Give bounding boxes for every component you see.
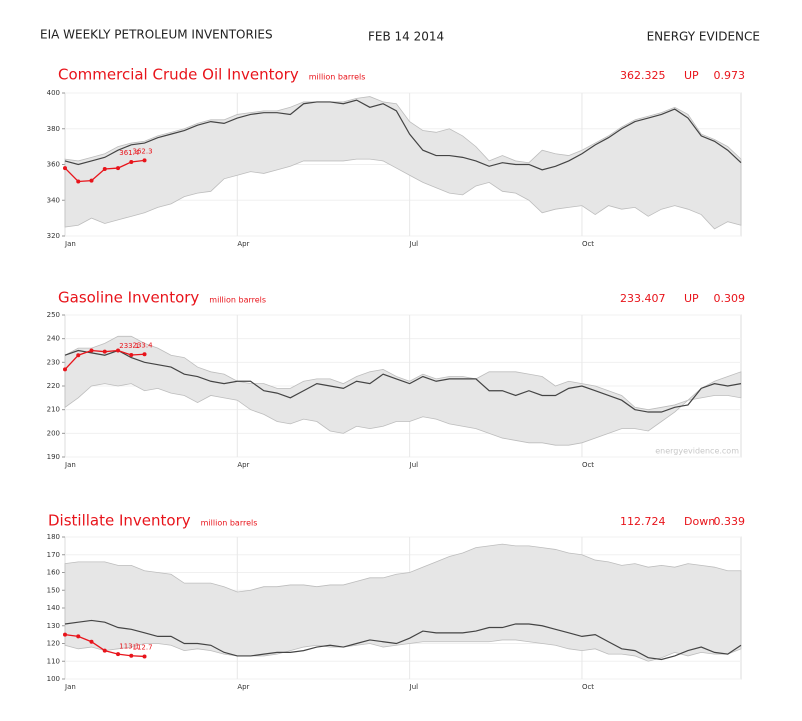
chart-title: Gasoline Inventory — [58, 289, 199, 307]
y-tick-label: 140 — [47, 604, 60, 612]
page-title: EIA WEEKLY PETROLEUM INVENTORIES — [40, 28, 273, 42]
change-value: 0.339 — [714, 515, 746, 528]
chart-subtitle: million barrels — [209, 296, 266, 305]
change-direction: Down — [684, 515, 715, 528]
current-point — [89, 639, 94, 644]
average-line — [64, 619, 742, 661]
y-tick-label: 190 — [47, 453, 60, 461]
change-value: 0.309 — [714, 292, 746, 305]
current-point — [102, 349, 107, 354]
current-point — [129, 653, 134, 658]
value-label: 112.7 — [133, 643, 153, 651]
chart-title: Distillate Inventory — [48, 512, 191, 530]
current-point — [63, 632, 67, 637]
y-tick-label: 120 — [47, 640, 60, 648]
y-tick-label: 100 — [47, 675, 60, 683]
range-band — [64, 335, 742, 446]
x-tick-label: Jul — [409, 240, 419, 248]
latest-value: 362.325 — [620, 69, 666, 82]
chart-subtitle: million barrels — [309, 73, 366, 82]
current-point — [142, 352, 147, 357]
y-tick-label: 400 — [47, 89, 60, 97]
y-tick-label: 200 — [47, 429, 60, 437]
report-date: FEB 14 2014 — [368, 30, 444, 44]
y-tick-label: 110 — [47, 657, 60, 665]
value-label: 233.1 — [119, 342, 139, 350]
y-tick-label: 250 — [47, 311, 60, 319]
value-label: 362.3 — [133, 147, 153, 155]
current-point — [76, 634, 81, 639]
x-tick-label: Oct — [582, 461, 594, 469]
current-point — [129, 159, 134, 164]
x-tick-label: Oct — [582, 240, 594, 248]
y-tick-label: 210 — [47, 406, 60, 414]
x-tick-label: Apr — [237, 240, 249, 248]
current-point — [89, 348, 94, 353]
value-label: 361.4 — [119, 149, 140, 157]
y-tick-label: 230 — [47, 358, 60, 366]
value-label: 233.4 — [133, 341, 154, 349]
current-point — [63, 166, 67, 171]
value-label: 113.1 — [119, 643, 139, 651]
y-tick-label: 320 — [47, 232, 60, 240]
y-tick-label: 240 — [47, 335, 60, 343]
y-tick-label: 170 — [47, 551, 60, 559]
x-tick-label: Apr — [237, 461, 249, 469]
x-tick-label: Jan — [64, 683, 76, 691]
current-point — [63, 367, 67, 372]
current-point — [142, 158, 147, 163]
average-line — [64, 349, 742, 413]
change-direction: UP — [684, 69, 699, 82]
y-tick-label: 220 — [47, 382, 60, 390]
change-direction: UP — [684, 292, 699, 305]
y-tick-label: 130 — [47, 622, 60, 630]
current-point — [142, 654, 147, 659]
current-point — [102, 648, 107, 653]
current-point — [89, 178, 94, 183]
change-value: 0.973 — [714, 69, 746, 82]
x-tick-label: Jan — [64, 240, 76, 248]
current-point — [129, 352, 134, 357]
current-point — [76, 353, 81, 358]
current-point — [116, 652, 121, 657]
x-tick-label: Oct — [582, 683, 594, 691]
average-line — [64, 99, 742, 171]
x-tick-label: Jul — [409, 461, 419, 469]
chart-subtitle: million barrels — [201, 519, 258, 528]
range-band — [64, 96, 742, 230]
y-tick-label: 360 — [47, 161, 60, 169]
watermark: energyevidence.com — [655, 447, 739, 456]
latest-value: 112.724 — [620, 515, 666, 528]
y-tick-label: 180 — [47, 533, 60, 541]
brand: ENERGY EVIDENCE — [647, 30, 760, 44]
x-tick-label: Jan — [64, 461, 76, 469]
x-tick-label: Jul — [409, 683, 419, 691]
chart-title: Commercial Crude Oil Inventory — [58, 66, 299, 84]
current-point — [102, 166, 107, 171]
y-tick-label: 340 — [47, 196, 60, 204]
current-point — [76, 179, 81, 184]
y-tick-label: 150 — [47, 586, 60, 594]
y-tick-label: 160 — [47, 569, 60, 577]
y-tick-label: 380 — [47, 125, 60, 133]
current-point — [116, 348, 121, 353]
x-tick-label: Apr — [237, 683, 249, 691]
current-point — [116, 166, 121, 171]
latest-value: 233.407 — [620, 292, 666, 305]
